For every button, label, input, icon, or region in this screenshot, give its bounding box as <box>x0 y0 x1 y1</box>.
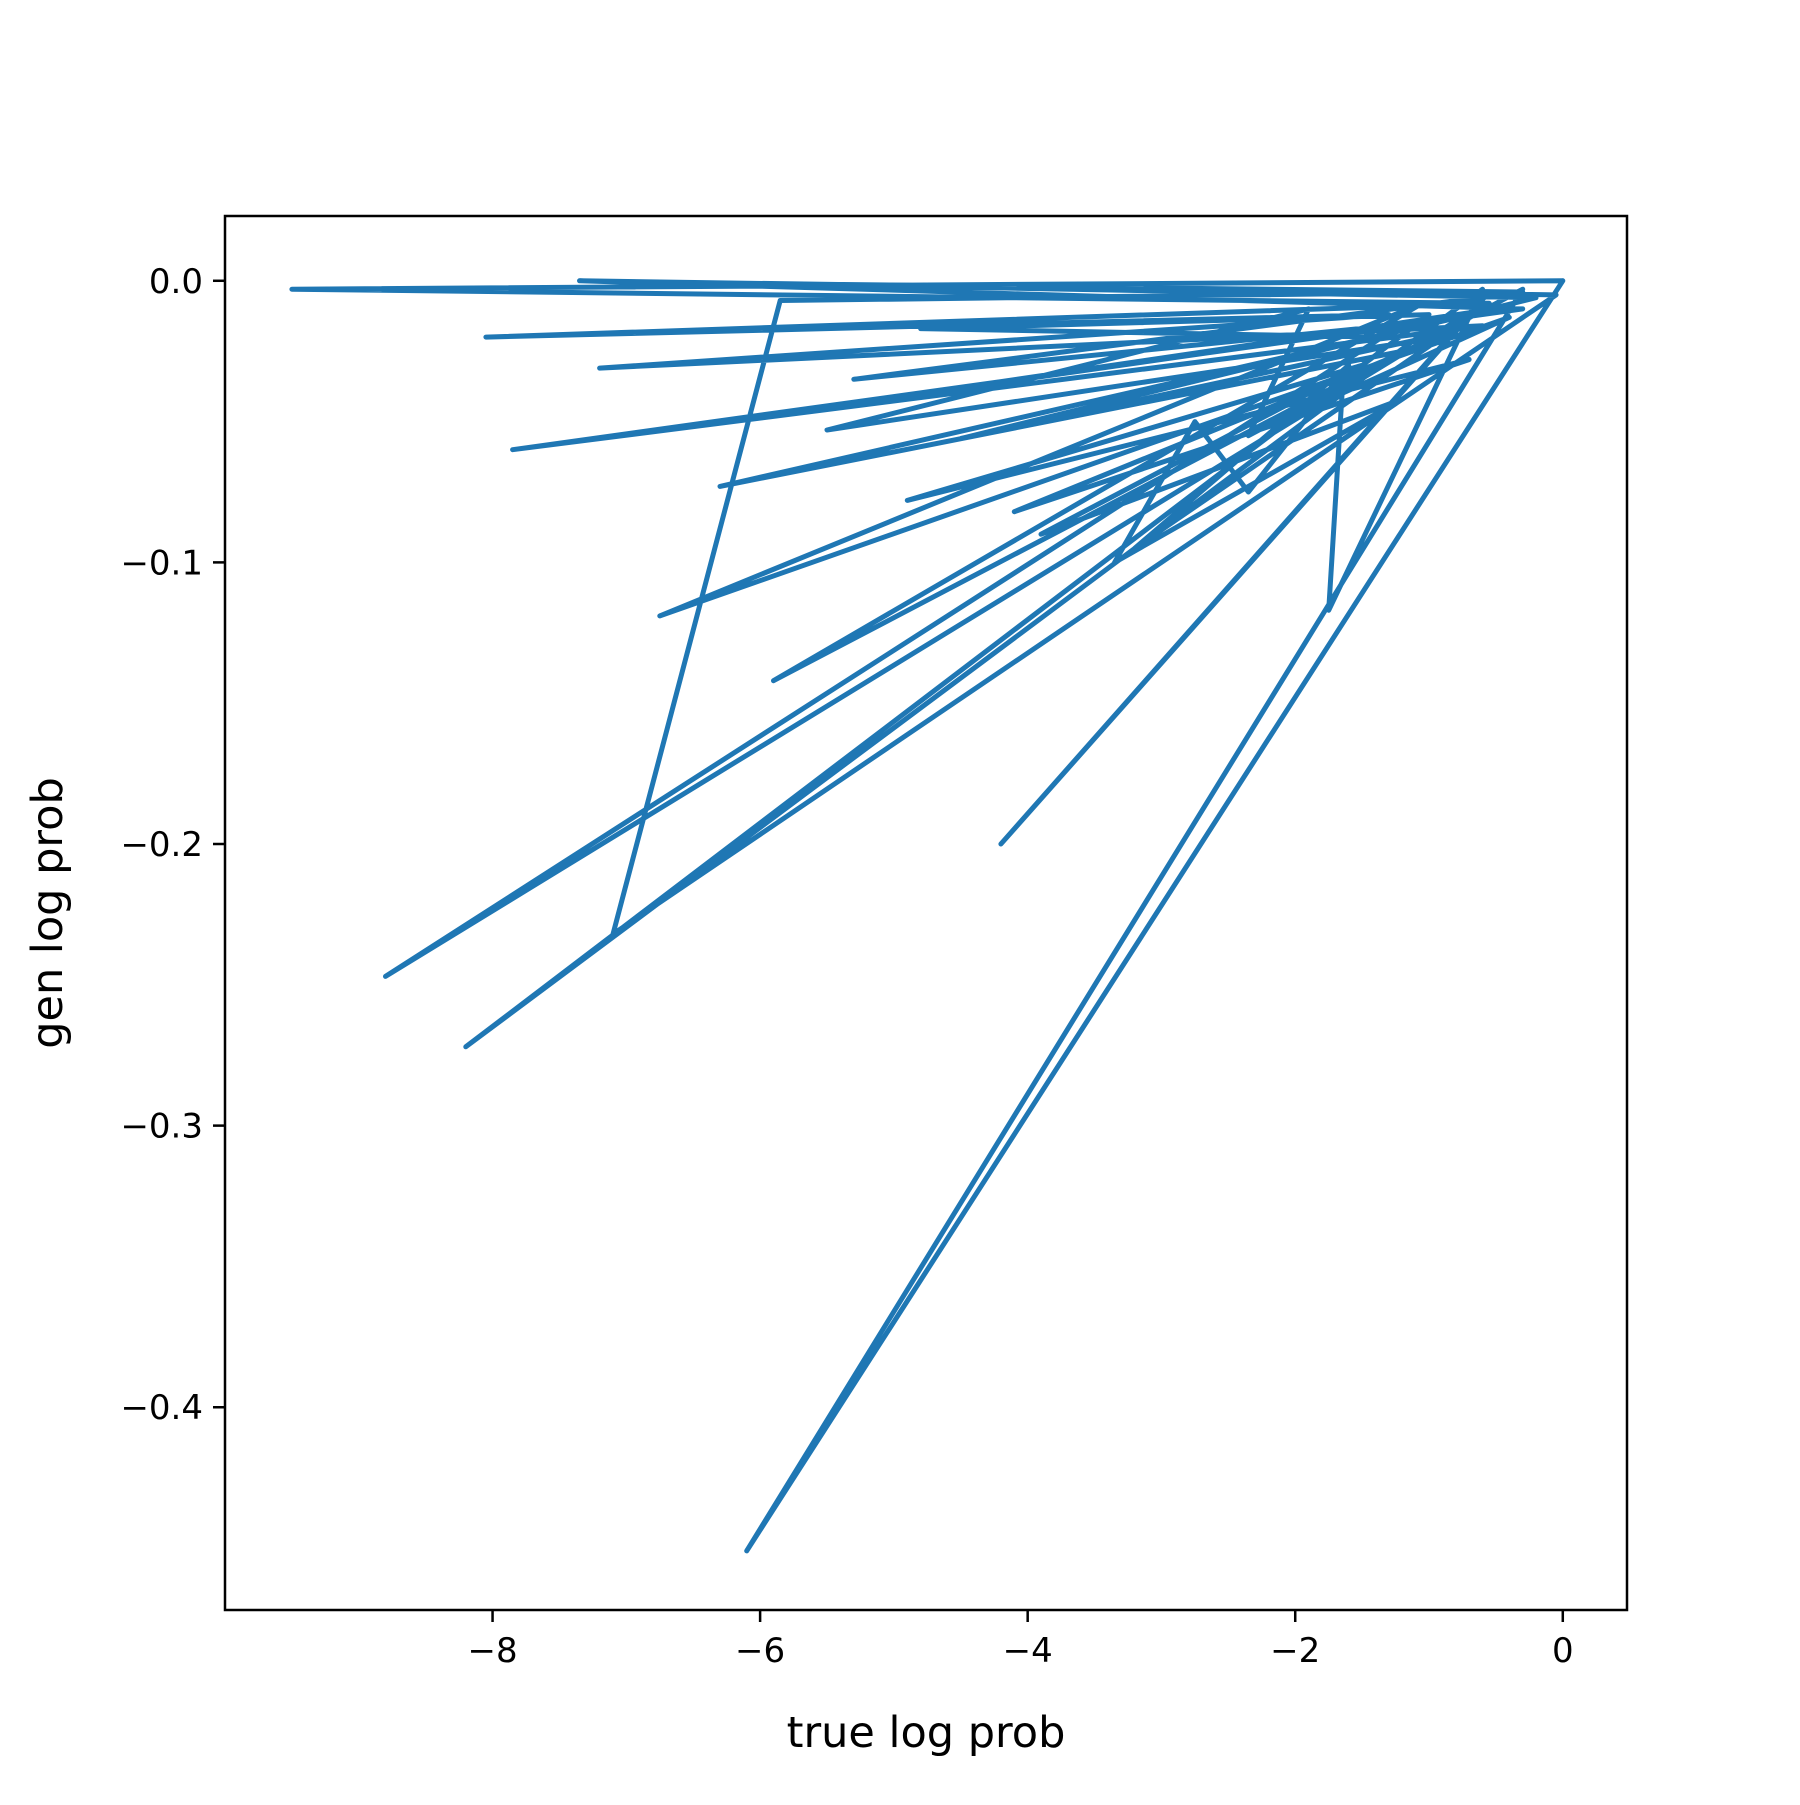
x-axis-label: true log prob <box>787 1708 1066 1758</box>
series-layer <box>289 278 1566 1554</box>
x-tick-label: −8 <box>467 1631 517 1671</box>
x-axis: −8 −6 −4 −2 0 <box>467 1610 1574 1671</box>
x-tick-label: −6 <box>735 1631 785 1671</box>
x-tick-label: −2 <box>1270 1631 1320 1671</box>
y-axis-label: gen log prob <box>23 777 73 1049</box>
axes-background <box>225 216 1627 1610</box>
y-tick-label: −0.4 <box>120 1388 203 1428</box>
y-axis: 0.0 −0.1 −0.2 −0.3 −0.4 <box>120 262 225 1428</box>
y-tick-label: −0.1 <box>120 543 203 583</box>
x-tick-label: −4 <box>1003 1631 1053 1671</box>
y-tick-label: −0.2 <box>120 825 203 865</box>
plot-area <box>223 214 1629 1612</box>
y-tick-label: 0.0 <box>149 262 203 302</box>
axes-frame <box>223 214 1629 1612</box>
y-tick-label: −0.3 <box>120 1107 203 1147</box>
series-line-0 <box>289 278 1566 1554</box>
x-tick-label: 0 <box>1552 1631 1574 1671</box>
